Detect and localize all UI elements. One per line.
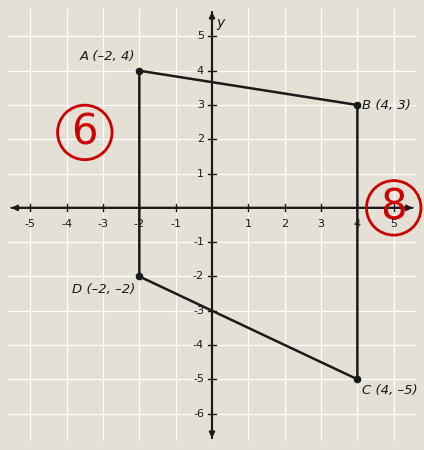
- Text: -5: -5: [193, 374, 204, 384]
- Text: -3: -3: [193, 306, 204, 316]
- Text: 5: 5: [197, 32, 204, 41]
- Text: 4: 4: [354, 219, 361, 229]
- Text: 2: 2: [197, 134, 204, 144]
- Text: -4: -4: [61, 219, 72, 229]
- Text: -5: -5: [25, 219, 36, 229]
- Text: -4: -4: [193, 340, 204, 350]
- Text: 1: 1: [197, 169, 204, 179]
- Text: 4: 4: [197, 66, 204, 76]
- Text: -1: -1: [170, 219, 181, 229]
- Text: -1: -1: [193, 237, 204, 247]
- Text: -2: -2: [134, 219, 145, 229]
- Text: 8: 8: [380, 187, 407, 229]
- Text: -2: -2: [193, 271, 204, 281]
- Text: y: y: [217, 16, 225, 30]
- Text: -3: -3: [98, 219, 109, 229]
- Text: 5: 5: [390, 219, 397, 229]
- Text: -6: -6: [193, 409, 204, 419]
- Text: 3: 3: [318, 219, 324, 229]
- Text: A (–2, 4): A (–2, 4): [80, 50, 136, 63]
- Text: 6: 6: [72, 112, 98, 153]
- Text: C (4, –5): C (4, –5): [362, 384, 417, 397]
- Text: 1: 1: [245, 219, 252, 229]
- Text: D (–2, –2): D (–2, –2): [73, 284, 136, 296]
- Text: B (4, 3): B (4, 3): [362, 99, 410, 112]
- Text: 3: 3: [197, 100, 204, 110]
- Text: 2: 2: [281, 219, 288, 229]
